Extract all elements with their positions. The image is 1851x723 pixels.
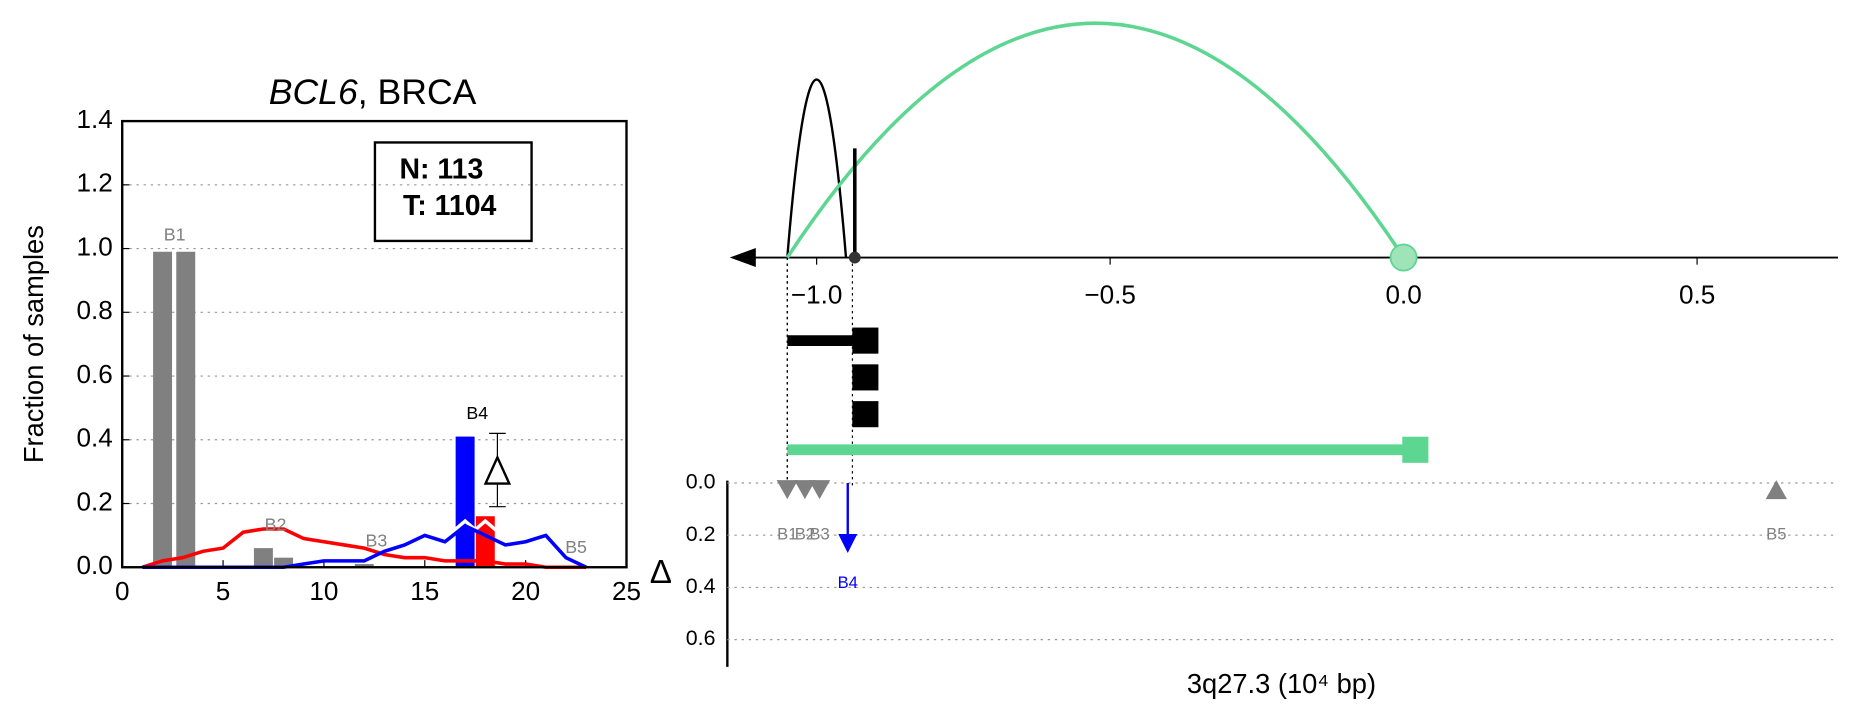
x-tick-label: 25	[612, 576, 641, 606]
bar-annotation: B1	[164, 225, 186, 245]
title-rest: , BRCA	[358, 72, 477, 112]
bar-annotation: B5	[565, 537, 587, 557]
bar	[475, 516, 495, 568]
y-tick-label: 0.4	[76, 423, 112, 453]
count-box	[373, 141, 533, 243]
delta-point	[808, 480, 831, 500]
x-tick-label: −0.5	[1084, 280, 1136, 310]
x-tick-label: 5	[216, 576, 231, 606]
y-tick-label: 0.6	[686, 626, 716, 650]
x-tick-label: 10	[309, 576, 338, 606]
point-label: B2	[795, 525, 815, 544]
track-end	[1402, 436, 1429, 463]
track-end	[852, 401, 879, 428]
y-tick-label: 0.6	[76, 359, 112, 389]
bar-annotation: B3	[365, 530, 387, 550]
delta-arrowhead	[838, 534, 858, 553]
plot-frame	[121, 119, 628, 569]
bar	[253, 548, 273, 568]
delta-marker	[483, 454, 512, 485]
y-tick-label: 1.0	[76, 231, 112, 261]
y-tick-label: 0.0	[686, 470, 716, 494]
arc	[786, 78, 848, 258]
breakpoint-dot	[848, 251, 861, 264]
delta-point	[1765, 480, 1787, 500]
point-label: B3	[809, 525, 829, 544]
box-text: N: 113	[399, 153, 483, 185]
y-tick-label: 1.2	[76, 168, 112, 198]
point-label: B4	[838, 573, 858, 592]
bar	[274, 557, 294, 568]
y-tick-label: 0.2	[686, 522, 716, 546]
delta-point	[794, 480, 816, 500]
x-tick-label: 0	[115, 576, 130, 606]
origin-marker	[1389, 243, 1418, 272]
delta-point	[776, 480, 798, 500]
x-tick-label: 0.0	[1385, 280, 1421, 310]
point-label: B5	[1766, 525, 1786, 544]
y-tick-label: 0.8	[76, 295, 112, 325]
bar	[176, 251, 196, 568]
title-gene: BCL6	[269, 72, 358, 112]
bar-annotation: B4	[466, 403, 488, 423]
x-tick-label: 20	[511, 576, 540, 606]
y-tick-label: 0.2	[76, 486, 112, 516]
bar	[354, 564, 374, 568]
x-axis-label: 3q27.3 (10⁴ bp)	[1187, 668, 1376, 699]
line	[141, 527, 587, 570]
bar-break	[473, 518, 498, 532]
bar	[455, 436, 475, 568]
x-tick-label: 15	[410, 576, 439, 606]
delta-axis-label: Δ	[650, 554, 672, 591]
y-tick-label: 0.0	[76, 550, 112, 580]
bar	[153, 251, 173, 568]
box-text: T: 1104	[403, 190, 497, 222]
x-tick-label: 0.5	[1679, 280, 1715, 310]
bar-annotation: B2	[265, 515, 287, 535]
chart-title: BCL6, BRCA	[269, 72, 477, 112]
point-label: B1	[777, 525, 797, 544]
track-end	[852, 327, 879, 354]
track-end	[852, 364, 879, 391]
arc	[785, 21, 1406, 259]
x-axis-arrow	[729, 248, 756, 268]
x-tick-label: −1.0	[791, 280, 843, 310]
y-axis-label: Fraction of samples	[18, 225, 49, 463]
y-tick-label: 0.4	[686, 574, 716, 598]
y-tick-label: 1.4	[76, 104, 112, 134]
